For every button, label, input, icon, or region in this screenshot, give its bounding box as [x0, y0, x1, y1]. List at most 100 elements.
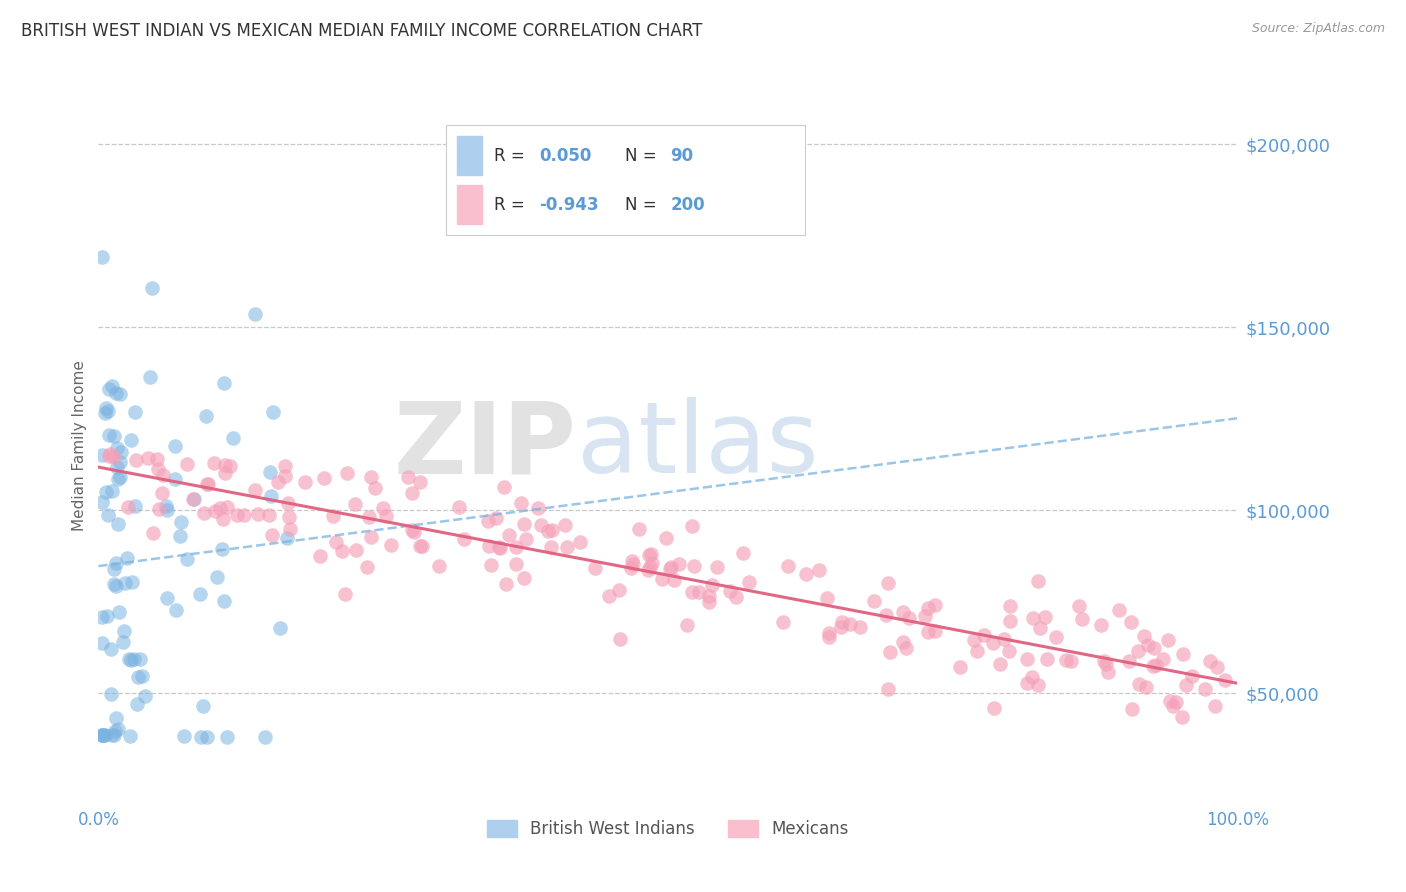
- Point: [808, 563, 831, 577]
- Point: [1028, 574, 1050, 588]
- Point: [202, 456, 225, 470]
- Point: [1029, 621, 1052, 635]
- Point: [190, 730, 212, 744]
- Point: [983, 701, 1005, 715]
- Point: [1142, 659, 1164, 673]
- Point: [325, 535, 347, 549]
- Point: [120, 433, 142, 447]
- Point: [1205, 660, 1227, 674]
- Point: [360, 470, 382, 484]
- Point: [170, 515, 193, 529]
- Point: [1159, 694, 1181, 708]
- Text: R =: R =: [494, 147, 530, 165]
- Point: [188, 586, 211, 600]
- Point: [1126, 644, 1149, 658]
- Point: [831, 615, 853, 629]
- Point: [131, 668, 153, 682]
- Point: [1095, 657, 1118, 671]
- Point: [336, 467, 359, 481]
- Point: [1161, 699, 1184, 714]
- Point: [1128, 677, 1150, 691]
- Point: [794, 567, 817, 582]
- Text: 90: 90: [671, 147, 693, 165]
- Point: [222, 431, 245, 445]
- Point: [107, 517, 129, 532]
- Point: [877, 681, 900, 696]
- Point: [963, 632, 986, 647]
- Point: [156, 502, 179, 516]
- Point: [104, 723, 127, 738]
- Point: [277, 496, 299, 510]
- Point: [488, 541, 510, 555]
- Point: [183, 491, 205, 506]
- Point: [620, 561, 643, 575]
- Point: [94, 728, 117, 742]
- Point: [155, 499, 177, 513]
- Point: [1094, 654, 1116, 668]
- Point: [1045, 630, 1067, 644]
- Point: [988, 657, 1011, 672]
- Point: [214, 466, 236, 480]
- Point: [478, 539, 501, 553]
- Point: [117, 500, 139, 514]
- Point: [700, 578, 723, 592]
- Point: [898, 611, 921, 625]
- Point: [505, 540, 527, 554]
- Point: [494, 480, 516, 494]
- Point: [115, 551, 138, 566]
- Point: [1033, 610, 1056, 624]
- Point: [100, 447, 122, 461]
- Point: [1133, 629, 1156, 643]
- Point: [90, 495, 112, 509]
- Point: [356, 559, 378, 574]
- Point: [110, 455, 132, 469]
- Point: [344, 543, 367, 558]
- Point: [100, 687, 122, 701]
- Point: [530, 517, 553, 532]
- Point: [125, 698, 148, 712]
- Point: [411, 539, 433, 553]
- Point: [738, 574, 761, 589]
- Point: [97, 508, 120, 522]
- Text: N =: N =: [624, 147, 661, 165]
- Point: [163, 472, 186, 486]
- Point: [118, 729, 141, 743]
- Point: [278, 509, 301, 524]
- Point: [101, 728, 124, 742]
- Point: [107, 723, 129, 737]
- Point: [127, 670, 149, 684]
- Point: [818, 626, 841, 640]
- Point: [510, 496, 533, 510]
- Point: [1071, 612, 1094, 626]
- Point: [681, 585, 703, 599]
- Point: [97, 449, 120, 463]
- Point: [104, 556, 127, 570]
- Point: [1090, 617, 1112, 632]
- Point: [209, 501, 232, 516]
- Point: [124, 405, 146, 419]
- Point: [1021, 670, 1043, 684]
- Point: [146, 462, 169, 476]
- Point: [697, 595, 720, 609]
- Point: [706, 559, 728, 574]
- Text: atlas: atlas: [576, 398, 818, 494]
- Point: [96, 609, 118, 624]
- Point: [879, 645, 901, 659]
- Point: [554, 518, 576, 533]
- Point: [103, 728, 125, 742]
- Point: [1060, 654, 1083, 668]
- Point: [122, 652, 145, 666]
- Point: [193, 507, 215, 521]
- Point: [1121, 702, 1143, 716]
- FancyBboxPatch shape: [446, 125, 804, 235]
- Point: [1097, 665, 1119, 679]
- Point: [100, 379, 122, 393]
- Point: [863, 594, 886, 608]
- Point: [103, 561, 125, 575]
- Point: [447, 500, 470, 515]
- Point: [118, 652, 141, 666]
- Point: [477, 515, 499, 529]
- Point: [141, 281, 163, 295]
- Point: [993, 632, 1015, 646]
- Point: [1067, 599, 1090, 613]
